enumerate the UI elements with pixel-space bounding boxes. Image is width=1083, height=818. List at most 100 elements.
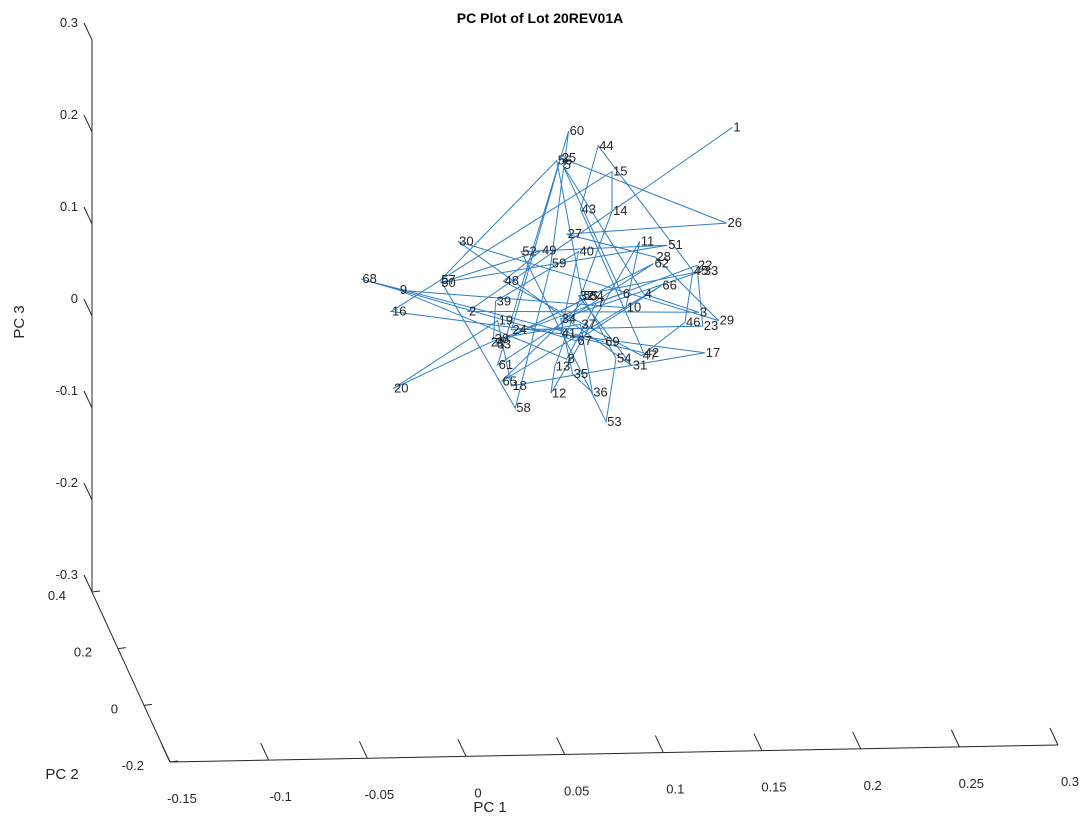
x-tick-mark [950, 729, 960, 748]
z-tick-mark [83, 482, 93, 501]
x-tick-mark [1049, 727, 1059, 746]
point-label: 43 [582, 201, 596, 216]
x-tick-label: -0.05 [365, 787, 395, 802]
y-tick-mark [143, 703, 153, 706]
x-tick-label: -0.15 [167, 791, 197, 806]
point-label: 17 [706, 345, 720, 360]
y-tick-mark [117, 647, 127, 650]
point-label: 68 [362, 271, 376, 286]
pc-series: 12 34567891011121314151617181920212223242… [361, 119, 742, 429]
point-label: 13 [556, 359, 570, 374]
point-label: 40 [580, 244, 594, 259]
point-label: 21 [491, 335, 505, 350]
point-label: 9 [400, 282, 407, 297]
point-label: 59 [552, 256, 566, 271]
point-label: 67 [578, 333, 592, 348]
point-label: 42 [645, 345, 659, 360]
x-tick-label: 0.05 [564, 783, 589, 798]
point-label: 27 [568, 226, 582, 241]
z-tick-label: 0.3 [60, 15, 78, 30]
point-label: 30 [459, 234, 473, 249]
point-label: 3 [700, 304, 707, 319]
x-tick-label: 0 [474, 785, 481, 800]
point-label: 47 [643, 348, 657, 363]
x-tick-mark [260, 742, 270, 761]
chart-title: PC Plot of Lot 20REV01A [457, 10, 623, 26]
point-labels: 12 34567891011121314151617181920212223242… [362, 119, 742, 428]
z-tick-label: -0.3 [56, 567, 78, 582]
x-tick-mark [654, 735, 664, 753]
point-label: 18 [512, 378, 526, 393]
z-tick-label: 0 [71, 291, 78, 306]
point-label: 63 [497, 337, 511, 352]
point-label: 25 [562, 150, 576, 165]
x-tick-label: 0.3 [1061, 774, 1079, 789]
point-label: 36 [593, 384, 607, 399]
z-tick-label: 0.1 [60, 199, 78, 214]
point-label: 41 [562, 326, 576, 341]
x-tick-mark [358, 741, 368, 759]
point-label: 58 [516, 400, 530, 415]
point-label: 64 [589, 289, 603, 304]
y-tick-label: 0.2 [74, 645, 92, 660]
y-axis: -0.2 0 0.2 0.4 PC 2 [45, 588, 179, 783]
y-tick-label: -0.2 [122, 758, 144, 773]
y-tick-label: 0 [111, 701, 118, 716]
z-tick-label: 0.2 [60, 107, 78, 122]
point-label: 4 [645, 286, 652, 301]
point-label: 60 [570, 123, 584, 138]
pc-trajectory-line [361, 126, 733, 424]
point-label: 57 [441, 272, 455, 287]
point-label: 62 [655, 256, 669, 271]
z-ticks: -0.3 -0.2 -0.1 0 0.1 0.2 0.3 [56, 15, 93, 593]
point-label: 23 [704, 318, 718, 333]
point-label: 2 [469, 303, 476, 318]
point-label: 52 [522, 244, 536, 259]
point-label: 53 [607, 414, 621, 429]
point-label: 31 [633, 358, 647, 373]
z-axis-label: PC 3 [11, 305, 28, 338]
point-label: 14 [613, 203, 627, 218]
y-axis-line [91, 591, 171, 763]
x-tick-label: 0.1 [666, 782, 684, 797]
point-label: 8 [568, 351, 575, 366]
point-label: 50 [441, 275, 455, 290]
z-tick-mark [83, 298, 93, 317]
z-tick-mark [83, 574, 93, 593]
x-axis: -0.15 -0.1 -0.05 0 0.05 0.1 0.15 0.2 0.25 0.3 PC … [161, 727, 1079, 816]
x-ticks: -0.15 -0.1 -0.05 0 0.05 0.1 0.15 0.2 0.25 0.3 [161, 727, 1079, 806]
point-label: 11 [641, 234, 655, 249]
point-label: 24 [512, 322, 526, 337]
x-tick-label: 0.15 [761, 780, 786, 795]
y-axis-label: PC 2 [45, 766, 78, 783]
point-label: 66 [662, 278, 676, 293]
x-tick-label: 0.25 [959, 776, 984, 791]
y-tick-label: 0.4 [48, 588, 66, 603]
point-label: 56 [558, 153, 572, 168]
point-label: 69 [605, 334, 619, 349]
point-label: 65 [503, 373, 517, 388]
point-label: 38 [495, 331, 509, 346]
point-label: 19 [499, 313, 513, 328]
point-label: 44 [599, 138, 613, 153]
point-label: 54 [617, 350, 631, 365]
point-label: 28 [656, 249, 670, 264]
y-ticks: -0.2 0 0.2 0.4 [48, 588, 179, 773]
point-label: 16 [392, 303, 406, 318]
point-label: 10 [627, 300, 641, 315]
point-label: 26 [728, 215, 742, 230]
point-label: 35 [574, 366, 588, 381]
x-axis-line [169, 744, 1059, 763]
x-tick-mark [852, 731, 862, 749]
point-label: 6 [623, 286, 630, 301]
z-tick-mark [83, 114, 93, 133]
x-axis-label: PC 1 [473, 799, 506, 816]
z-tick-mark [83, 22, 93, 41]
x-tick-mark [457, 739, 467, 757]
z-axis: -0.3 -0.2 -0.1 0 0.1 0.2 0.3 PC 3 [11, 15, 93, 593]
z-tick-mark [83, 206, 93, 225]
x-tick-label: 0.2 [864, 778, 882, 793]
z-tick-label: -0.1 [56, 383, 78, 398]
z-tick-label: -0.2 [56, 475, 78, 490]
